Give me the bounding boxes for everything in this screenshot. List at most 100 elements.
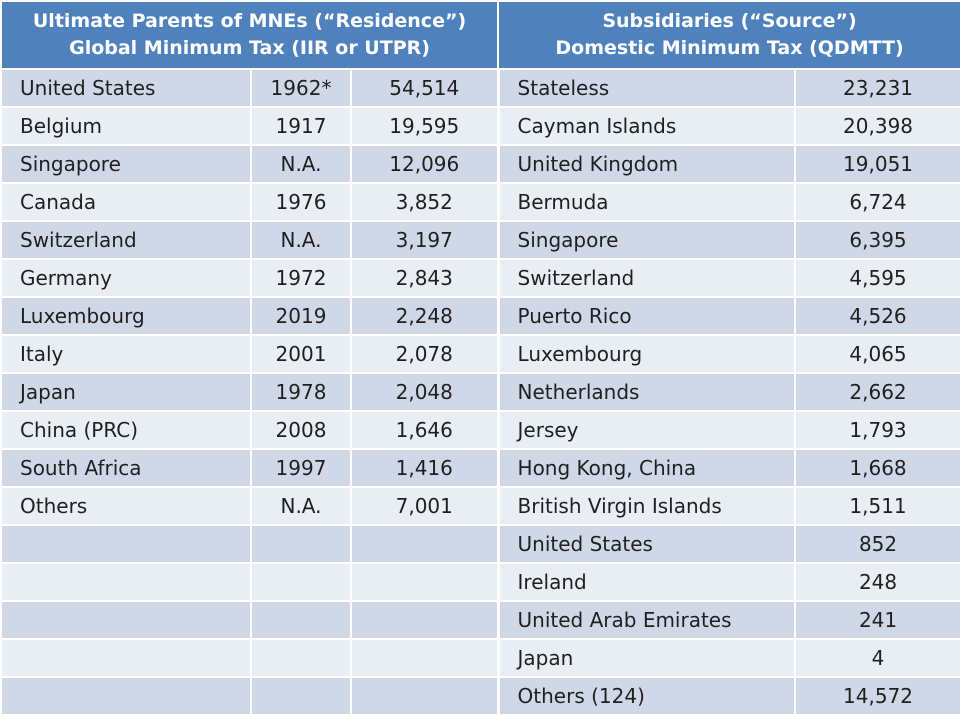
right-value-cell: 4,065 bbox=[794, 334, 960, 374]
table-row: United States 1962* 54,514 Stateless 23,231 bbox=[0, 68, 960, 108]
header-right-line1: Subsidiaries (“Source”) bbox=[602, 10, 857, 32]
left-country-cell: China (PRC) bbox=[0, 410, 252, 450]
left-value-cell: 7,001 bbox=[349, 486, 500, 526]
left-country-cell: United States bbox=[0, 68, 252, 108]
right-country-cell: Switzerland bbox=[496, 258, 797, 298]
right-value-cell: 4,526 bbox=[794, 296, 960, 336]
right-value-cell: 852 bbox=[794, 524, 960, 564]
left-country-cell: Italy bbox=[0, 334, 252, 374]
right-country-cell: Cayman Islands bbox=[496, 106, 797, 146]
left-country-cell: Belgium bbox=[0, 106, 252, 146]
right-country-cell: Singapore bbox=[496, 220, 797, 260]
left-value-cell: 3,197 bbox=[349, 220, 500, 260]
left-value-cell: 2,048 bbox=[349, 372, 500, 412]
left-country-cell: Others bbox=[0, 486, 252, 526]
table-row: China (PRC) 2008 1,646 Jersey 1,793 bbox=[0, 410, 960, 450]
left-year-cell bbox=[250, 676, 352, 716]
left-country-cell: Switzerland bbox=[0, 220, 252, 260]
right-country-cell: British Virgin Islands bbox=[496, 486, 797, 526]
right-country-cell: Stateless bbox=[496, 68, 797, 108]
left-country-cell: Canada bbox=[0, 182, 252, 222]
right-value-cell: 4,595 bbox=[794, 258, 960, 298]
right-value-cell: 1,793 bbox=[794, 410, 960, 450]
table-body: United States 1962* 54,514 Stateless 23,231 B… bbox=[0, 68, 960, 716]
table-row: Luxembourg 2019 2,248 Puerto Rico 4,526 bbox=[0, 296, 960, 336]
left-value-cell: 12,096 bbox=[349, 144, 500, 184]
table-row: United Arab Emirates 241 bbox=[0, 600, 960, 640]
left-year-cell: N.A. bbox=[250, 486, 352, 526]
left-value-cell: 1,416 bbox=[349, 448, 500, 488]
header-left: Ultimate Parents of MNEs (“Residence”) G… bbox=[0, 0, 500, 70]
right-value-cell: 241 bbox=[794, 600, 960, 640]
right-value-cell: 6,395 bbox=[794, 220, 960, 260]
left-value-cell: 3,852 bbox=[349, 182, 500, 222]
table-row: Germany 1972 2,843 Switzerland 4,595 bbox=[0, 258, 960, 298]
left-country-cell: Singapore bbox=[0, 144, 252, 184]
right-country-cell: United Arab Emirates bbox=[496, 600, 797, 640]
right-value-cell: 4 bbox=[794, 638, 960, 678]
table-row: Others (124) 14,572 bbox=[0, 676, 960, 716]
left-value-cell: 2,248 bbox=[349, 296, 500, 336]
left-value-cell: 54,514 bbox=[349, 68, 500, 108]
left-value-cell bbox=[349, 524, 500, 564]
left-country-cell bbox=[0, 562, 252, 602]
left-country-cell: Japan bbox=[0, 372, 252, 412]
right-value-cell: 23,231 bbox=[794, 68, 960, 108]
right-value-cell: 248 bbox=[794, 562, 960, 602]
right-country-cell: Netherlands bbox=[496, 372, 797, 412]
left-value-cell bbox=[349, 676, 500, 716]
left-year-cell bbox=[250, 600, 352, 640]
left-year-cell: 1976 bbox=[250, 182, 352, 222]
right-value-cell: 19,051 bbox=[794, 144, 960, 184]
right-value-cell: 1,511 bbox=[794, 486, 960, 526]
table-row: Italy 2001 2,078 Luxembourg 4,065 bbox=[0, 334, 960, 374]
table-row: Others N.A. 7,001 British Virgin Islands 1,5… bbox=[0, 486, 960, 526]
left-country-cell bbox=[0, 600, 252, 640]
right-value-cell: 1,668 bbox=[794, 448, 960, 488]
table-row: Switzerland N.A. 3,197 Singapore 6,395 bbox=[0, 220, 960, 260]
left-year-cell: N.A. bbox=[250, 220, 352, 260]
right-country-cell: Ireland bbox=[496, 562, 797, 602]
left-year-cell: 1978 bbox=[250, 372, 352, 412]
table-row: Canada 1976 3,852 Bermuda 6,724 bbox=[0, 182, 960, 222]
table-row: Belgium 1917 19,595 Cayman Islands 20,398 bbox=[0, 106, 960, 146]
left-year-cell: 1917 bbox=[250, 106, 352, 146]
left-year-cell bbox=[250, 524, 352, 564]
left-value-cell bbox=[349, 600, 500, 640]
left-year-cell: N.A. bbox=[250, 144, 352, 184]
left-value-cell bbox=[349, 638, 500, 678]
left-year-cell bbox=[250, 638, 352, 678]
header-right: Subsidiaries (“Source”) Domestic Minimum… bbox=[497, 0, 960, 70]
left-value-cell: 2,078 bbox=[349, 334, 500, 374]
right-country-cell: Bermuda bbox=[496, 182, 797, 222]
left-country-cell bbox=[0, 524, 252, 564]
left-country-cell: Germany bbox=[0, 258, 252, 298]
left-country-cell bbox=[0, 638, 252, 678]
table-row: Japan 1978 2,048 Netherlands 2,662 bbox=[0, 372, 960, 412]
right-country-cell: United States bbox=[496, 524, 797, 564]
left-country-cell: Luxembourg bbox=[0, 296, 252, 336]
right-country-cell: Jersey bbox=[496, 410, 797, 450]
left-year-cell: 1997 bbox=[250, 448, 352, 488]
table-row: United States 852 bbox=[0, 524, 960, 564]
right-value-cell: 20,398 bbox=[794, 106, 960, 146]
header-left-line1: Ultimate Parents of MNEs (“Residence”) bbox=[32, 10, 467, 32]
left-year-cell: 2019 bbox=[250, 296, 352, 336]
left-value-cell bbox=[349, 562, 500, 602]
right-country-cell: Japan bbox=[496, 638, 797, 678]
left-year-cell: 2008 bbox=[250, 410, 352, 450]
table-row: South Africa 1997 1,416 Hong Kong, China 1,6… bbox=[0, 448, 960, 488]
left-value-cell: 1,646 bbox=[349, 410, 500, 450]
right-value-cell: 2,662 bbox=[794, 372, 960, 412]
right-country-cell: Others (124) bbox=[496, 676, 797, 716]
header-row: Ultimate Parents of MNEs (“Residence”) G… bbox=[0, 0, 960, 70]
left-country-cell bbox=[0, 676, 252, 716]
left-country-cell: South Africa bbox=[0, 448, 252, 488]
left-value-cell: 2,843 bbox=[349, 258, 500, 298]
left-year-cell bbox=[250, 562, 352, 602]
table-row: Singapore N.A. 12,096 United Kingdom 19,051 bbox=[0, 144, 960, 184]
right-country-cell: United Kingdom bbox=[496, 144, 797, 184]
table-row: Japan 4 bbox=[0, 638, 960, 678]
left-value-cell: 19,595 bbox=[349, 106, 500, 146]
